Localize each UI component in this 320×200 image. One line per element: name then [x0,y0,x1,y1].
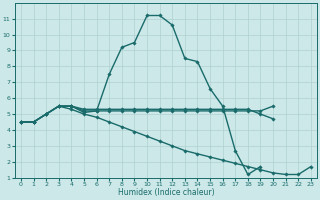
X-axis label: Humidex (Indice chaleur): Humidex (Indice chaleur) [118,188,214,197]
